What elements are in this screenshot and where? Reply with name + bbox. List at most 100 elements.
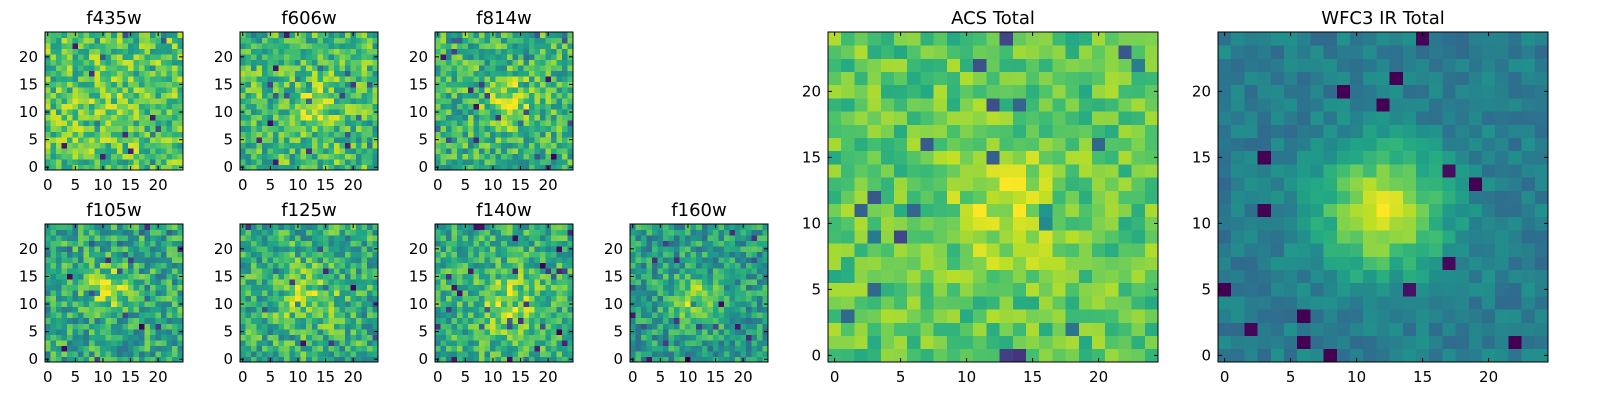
heatmap-cell [1118,269,1132,284]
heatmap-cell [251,109,257,116]
heatmap-cell [528,114,535,121]
heatmap-cell [317,43,324,49]
heatmap-cell [523,76,530,83]
heatmap-cell [468,268,475,275]
heatmap-cell [490,257,497,264]
heatmap-cell [462,290,469,297]
heatmap-cell [149,301,156,308]
heatmap-cell [696,251,703,258]
heatmap-cell [50,229,57,236]
heatmap-cell [495,323,502,330]
heatmap-cell [127,98,134,105]
heatmap-cell [506,301,513,308]
heatmap-cell [512,240,519,247]
heatmap-cell [1012,216,1027,231]
heatmap-cell [133,125,140,132]
heatmap-cell [517,87,524,94]
heatmap-cell [83,323,90,330]
heatmap-cell [350,87,357,94]
heatmap-cells [435,32,574,171]
heatmap-cell [690,229,697,236]
heatmap-cell [495,257,502,264]
heatmap-cell [740,268,747,275]
heatmap-cell [561,164,568,171]
heatmap-cell [83,295,90,302]
heatmap-cell [696,284,703,291]
heatmap-cell [539,147,546,154]
heatmap-cell [262,92,268,99]
heatmap-cell [322,251,329,258]
heatmap-cell [149,37,156,44]
heatmap-cell [355,54,362,60]
heatmap-cell [663,229,670,236]
heatmap-cell [707,323,714,330]
heatmap-cell [256,229,263,236]
heatmap-cell [50,147,57,154]
heatmap-cell [517,323,524,330]
heatmap-cell [854,177,868,191]
heatmap-cell [528,142,535,149]
heatmap-cell [149,295,156,302]
heatmap-cell [328,328,335,335]
heatmap-cell [517,43,524,49]
heatmap-cell [435,147,441,154]
heatmap-cell [707,268,714,275]
heatmap-cell [894,296,908,310]
heatmap-cell [105,246,112,252]
heatmap-cell [72,312,79,319]
heatmap-cell [657,334,664,341]
heatmap-cell [111,109,118,116]
heatmap-cell [707,224,714,230]
heatmap-cell [517,284,524,291]
heatmap-cell [144,136,151,143]
heatmap-cell [83,328,90,335]
heatmap-cell [674,312,681,319]
heatmap-cell [986,243,1000,257]
heatmap-cell [1118,296,1132,310]
heatmap-cell [50,268,57,275]
heatmap-cell [333,54,340,60]
heatmap-cell [528,147,535,154]
heatmap-cell [523,98,530,105]
heatmap-cell [72,131,79,138]
heatmap-cell [663,295,670,302]
heatmap-cell [366,240,373,247]
heatmap-cell [1131,282,1146,297]
heatmap-cell [534,131,541,138]
heatmap-cell [479,339,486,346]
heatmap-cell [484,48,491,55]
heatmap-cell [160,147,167,154]
heatmap-cell [556,54,563,60]
heatmap-cell [94,142,101,149]
heatmap-cell [262,229,268,236]
heatmap-cell [729,334,736,341]
heatmap-cell [907,309,921,323]
heatmap-cell [100,312,107,319]
heatmap-cell [440,235,447,241]
heatmap-cell [177,76,184,83]
heatmap-cell [523,81,530,88]
heatmap-cell [355,246,362,252]
heatmap-cell [284,136,291,143]
heatmap-cell [867,164,882,178]
heatmap-cell [160,312,167,319]
heatmap-cell [523,131,530,138]
heatmap-cell [284,76,291,83]
heatmap-cell [973,322,987,336]
heatmap-cell [740,262,747,269]
heatmap-cell [100,257,107,264]
heatmap-cell [295,92,302,99]
heatmap-cell [160,142,167,149]
x-tick-label: 15 [511,368,530,386]
heatmap-cell [986,269,1000,284]
heatmap-cell [284,306,291,313]
heatmap-cell [61,142,68,149]
heatmap-cell [273,65,280,72]
heatmap-cell [262,224,268,230]
heatmap-cell [462,268,469,275]
heatmap-cell [366,120,373,127]
heatmap-cell [295,125,302,132]
heatmap-cell [567,257,574,264]
heatmap-cell [674,295,681,302]
heatmap-cell [256,109,263,116]
